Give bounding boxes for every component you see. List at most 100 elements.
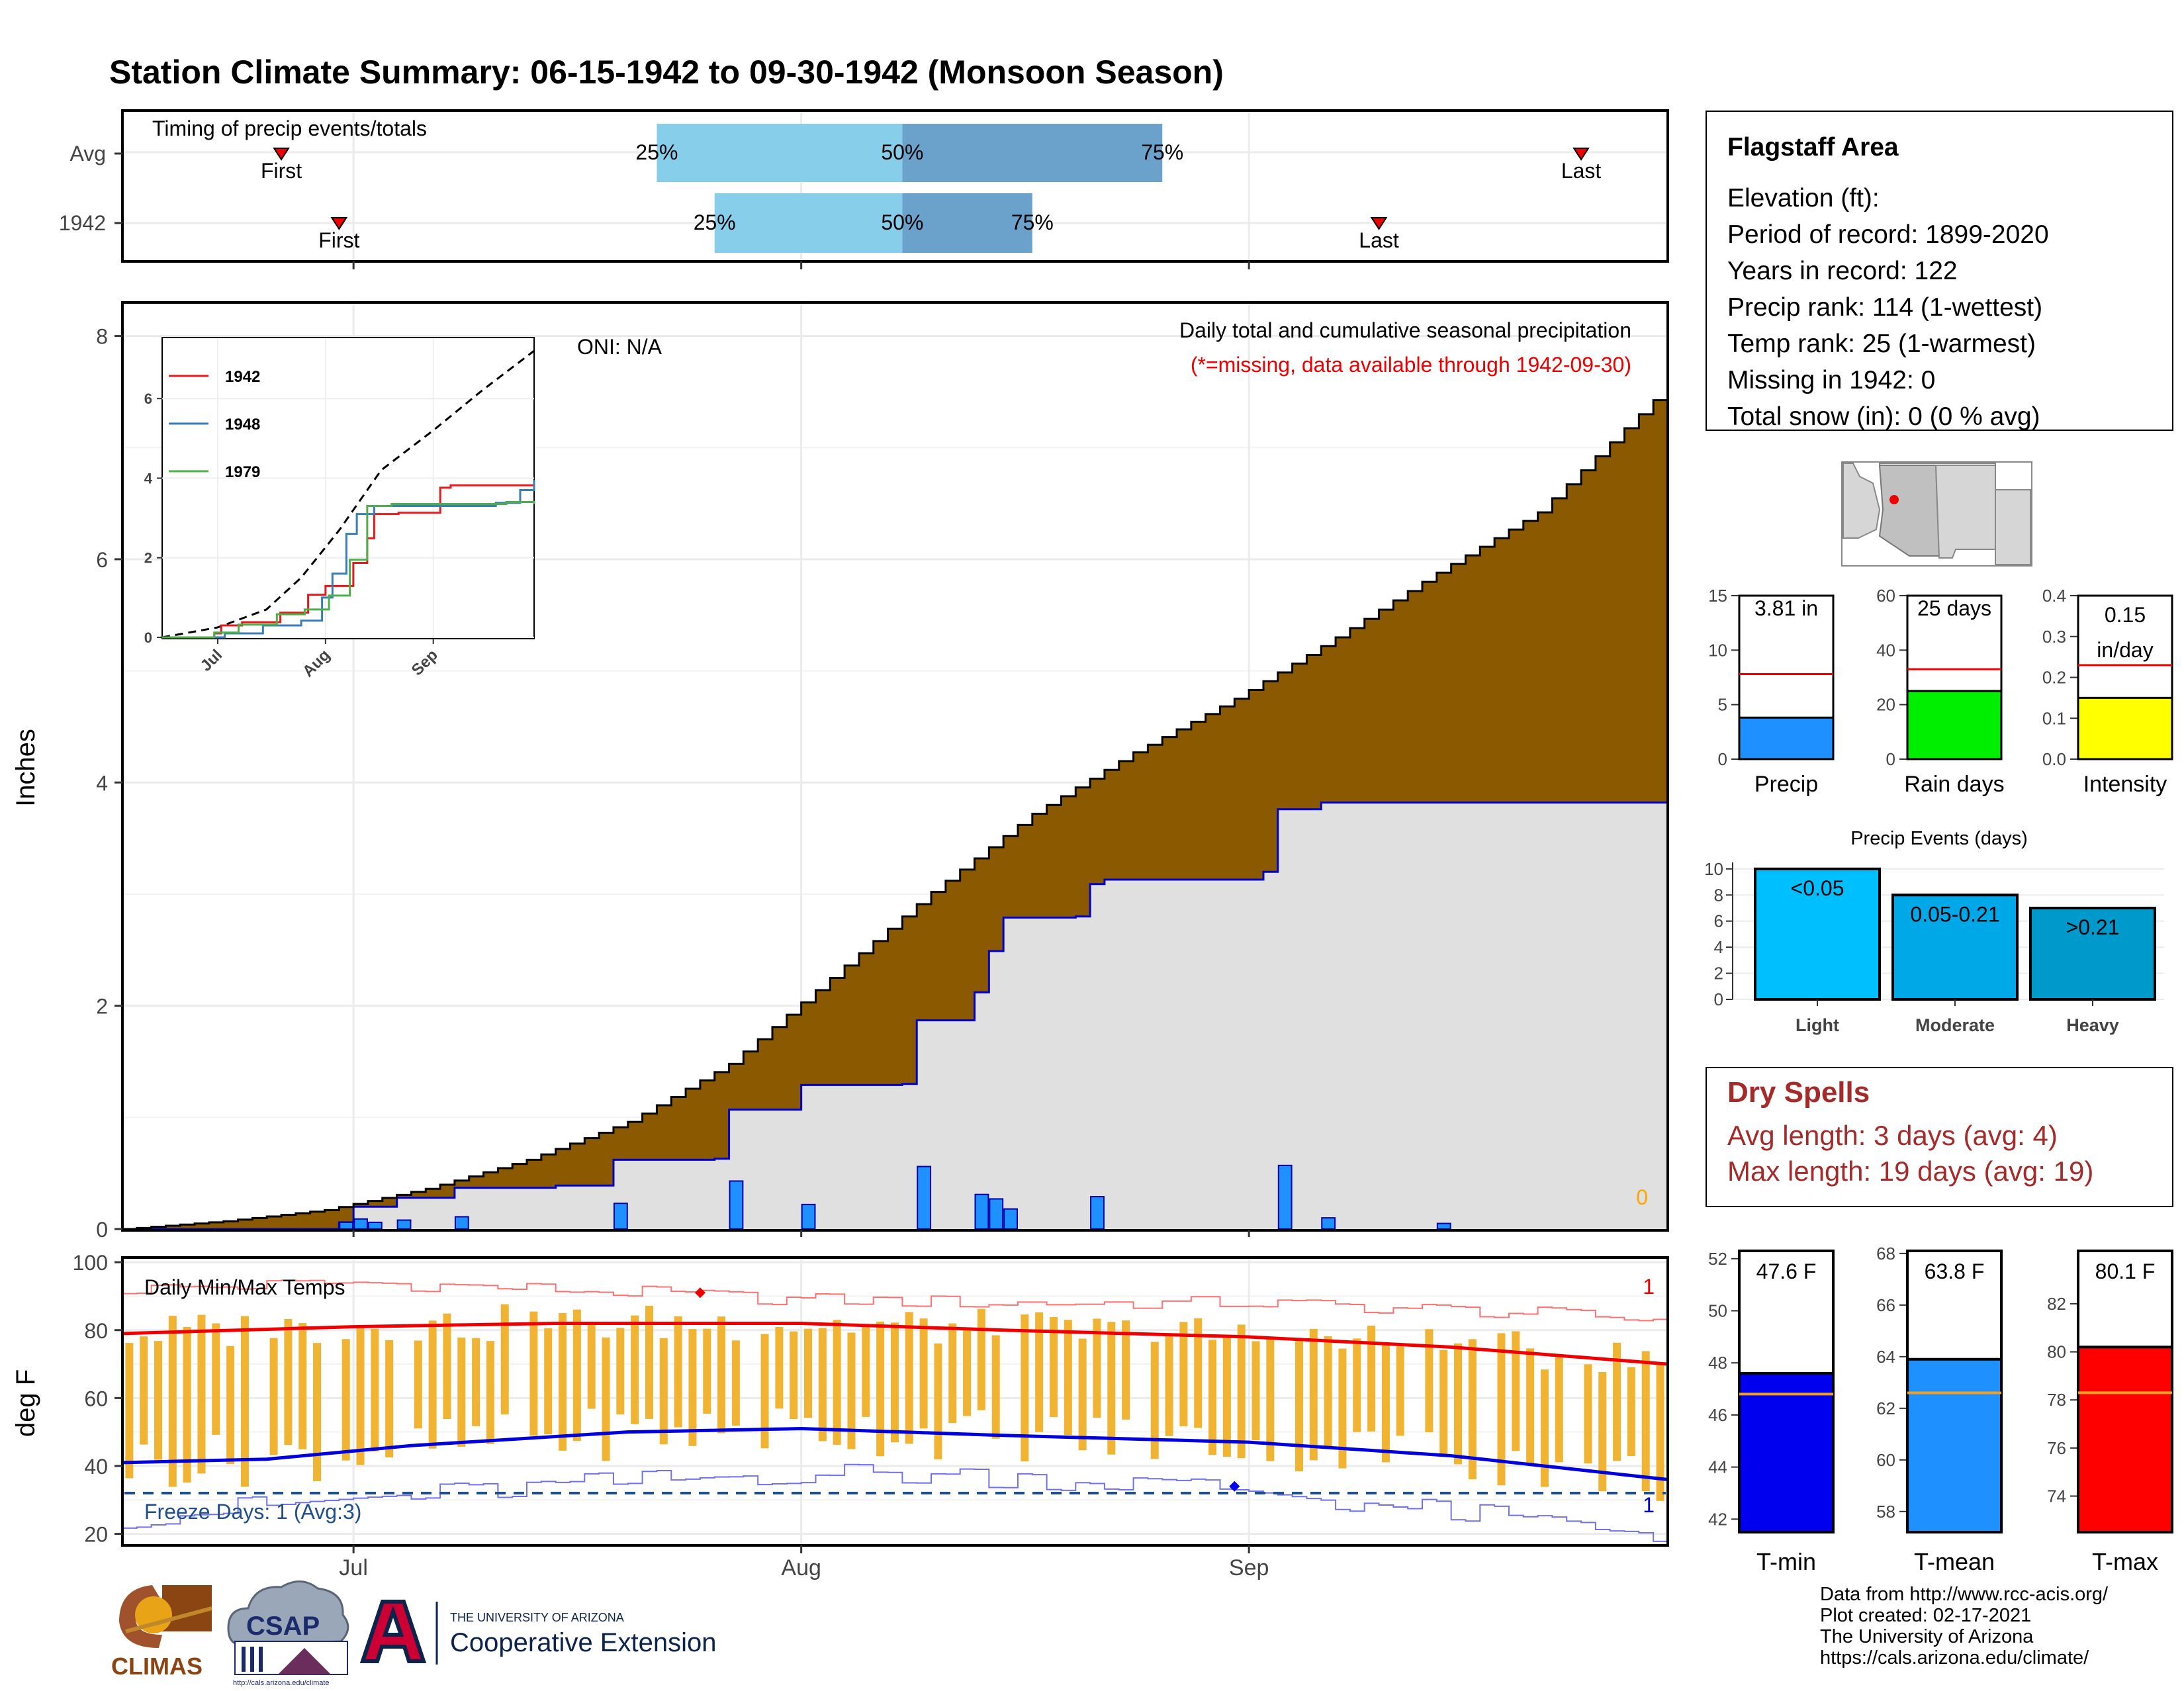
daily-temp-bar-33 — [602, 1337, 610, 1461]
record-low-count: 1 — [1643, 1493, 1655, 1517]
daily-precip-bar-11 — [1003, 1208, 1018, 1230]
csap-bar-3 — [259, 1647, 263, 1672]
station-detail-line-3: Precip rank: 114 (1-wettest) — [1727, 293, 2042, 322]
daily-temp-bar-102 — [1598, 1371, 1607, 1492]
inset-plot — [161, 339, 535, 639]
climas-logo-sun — [135, 1596, 172, 1633]
tbar-1-tick-label-0: 58 — [1876, 1502, 1895, 1522]
csap-logo: CSAP http://cals.arizona.edu/climate — [227, 1580, 349, 1687]
daily-precip-bar-14 — [1321, 1217, 1336, 1230]
daily-temp-bar-81 — [1295, 1341, 1303, 1471]
record-high-count: 1 — [1643, 1275, 1655, 1299]
daily-temp-bar-26 — [500, 1304, 509, 1415]
inset-average-dashed — [161, 349, 535, 639]
daily-temp-bar-51 — [862, 1324, 870, 1417]
precip-subtitle: Daily total and cumulative seasonal prec… — [1179, 318, 1631, 342]
event-bar-label-2: Heavy — [2066, 1015, 2119, 1035]
avg-cumulative-line — [122, 386, 1669, 1230]
mini-0-tick-label-1: 5 — [1718, 695, 1727, 715]
station-detail-line-5: Missing in 1942: 0 — [1727, 366, 1935, 394]
daily-temp-bar-69 — [1122, 1320, 1130, 1420]
daily-temp-bar-30 — [559, 1312, 567, 1451]
tbar-1-tick-label-5: 68 — [1876, 1244, 1895, 1263]
daily-temp-bar-7 — [226, 1346, 235, 1465]
daily-temp-bar-76 — [1222, 1334, 1231, 1457]
precip-y-tick-label-4: 8 — [96, 325, 108, 349]
temperature-title: Daily Min/Max Temps — [144, 1275, 345, 1299]
temp-summary-bar-0 — [1738, 1371, 1835, 1533]
timing-p75-label-1: 75% — [1011, 210, 1054, 234]
mini-0-tick-label-2: 10 — [1708, 640, 1727, 660]
events-y-tick-label-1: 2 — [1714, 964, 1723, 983]
inset-legend-label-1: 1948 — [225, 416, 260, 434]
daily-temp-bar-40 — [703, 1328, 711, 1414]
daily-temp-bar-103 — [1613, 1342, 1621, 1461]
station-detail-line-4: Temp rank: 25 (1-warmest) — [1727, 330, 2036, 358]
timing-bar-lower-1 — [714, 193, 903, 253]
map-new-mexico — [1934, 465, 1996, 559]
daily-temp-bar-60 — [991, 1335, 1000, 1439]
daily-temp-bar-22 — [443, 1313, 451, 1420]
ua-logo: THE UNIVERSITY OF ARIZONA Cooperative Ex… — [359, 1600, 716, 1665]
csap-cloud — [227, 1580, 349, 1646]
precip-panel-frame — [121, 301, 1669, 1232]
mini-bar-value-2: 0.15 — [2105, 603, 2146, 627]
timing-first-label-0: First — [261, 159, 302, 183]
temperature-panel-frame — [121, 1256, 1669, 1547]
daily-temp-bar-39 — [688, 1329, 697, 1446]
year-cumulative-area — [122, 802, 1668, 1229]
inset-legend-label-0: 1942 — [225, 368, 260, 386]
timing-bar-upper-1 — [902, 193, 1032, 253]
daily-temp-bar-77 — [1237, 1324, 1246, 1459]
daily-temp-bar-16 — [356, 1327, 365, 1465]
inset-y-tick-label-3: 6 — [144, 390, 152, 407]
record-high-marker — [694, 1287, 705, 1299]
temp-summary-label-0: T-min — [1756, 1548, 1816, 1575]
dry-spells-title: Dry Spells — [1727, 1076, 1870, 1109]
csap-bar-2 — [250, 1647, 254, 1672]
daily-precip-bar-8 — [917, 1165, 932, 1230]
mini-2-tick-label-3: 0.3 — [2042, 627, 2066, 647]
csap-bar-1 — [242, 1647, 246, 1672]
temp-summary-value-0: 47.6 F — [1756, 1259, 1817, 1283]
inset-y-tick-label-2: 4 — [144, 470, 153, 486]
csap-logo-text: CSAP — [246, 1612, 320, 1641]
mini-1-tick-label-2: 40 — [1876, 640, 1895, 660]
mini-2-tick-label-0: 0.0 — [2042, 749, 2066, 769]
daily-temp-bar-92 — [1454, 1343, 1463, 1465]
daily-temp-bar-88 — [1396, 1346, 1404, 1436]
precip-events-title: Precip Events (days) — [1850, 828, 2028, 849]
tbar-0-tick-label-3: 48 — [1708, 1353, 1727, 1373]
timing-last-marker-1 — [1370, 217, 1388, 230]
daily-temp-bar-25 — [486, 1341, 494, 1444]
daily-temp-bar-4 — [183, 1327, 191, 1483]
daily-temp-bar-36 — [645, 1305, 653, 1419]
temp-summary-bar-1 — [1906, 1357, 2003, 1533]
csap-mountain — [278, 1648, 331, 1674]
mini-2-tick-label-4: 0.4 — [2042, 586, 2066, 606]
credit-plot-created: Plot created: 02-17-2021 — [1820, 1605, 2031, 1626]
timing-p25-label-0: 25% — [635, 140, 678, 164]
timing-p25-label-1: 25% — [694, 210, 736, 234]
temperature-y-ticks: 20 40 60 80 100 — [73, 1251, 122, 1547]
daily-temp-bar-91 — [1439, 1349, 1448, 1455]
daily-temp-bar-18 — [385, 1340, 394, 1458]
mini-2-tick-label-2: 0.2 — [2042, 668, 2066, 688]
timing-bar-lower-0 — [657, 124, 903, 182]
daily-temp-bar-71 — [1150, 1342, 1159, 1459]
precip-y-tick-label-2: 4 — [96, 771, 108, 795]
daily-temp-bar-24 — [472, 1338, 480, 1426]
daily-precip-bar-9 — [974, 1193, 989, 1230]
daily-temp-bar-52 — [876, 1321, 885, 1457]
temperature-x-ticks: Jul Aug Sep — [339, 1545, 1269, 1580]
event-bar-2 — [2029, 907, 2156, 1001]
daily-temp-bar-11 — [284, 1318, 293, 1445]
daily-precip-bar-13 — [1277, 1164, 1293, 1230]
daily-temp-bar-54 — [905, 1312, 913, 1444]
daily-temp-bar-12 — [298, 1323, 307, 1449]
mini-bar-value-1: 25 days — [1917, 596, 1991, 620]
daily-temp-bar-85 — [1353, 1338, 1361, 1432]
daily-temp-bar-72 — [1165, 1334, 1173, 1436]
station-detail-line-0: Elevation (ft): — [1727, 184, 1880, 212]
daily-temp-bar-0 — [125, 1343, 134, 1479]
